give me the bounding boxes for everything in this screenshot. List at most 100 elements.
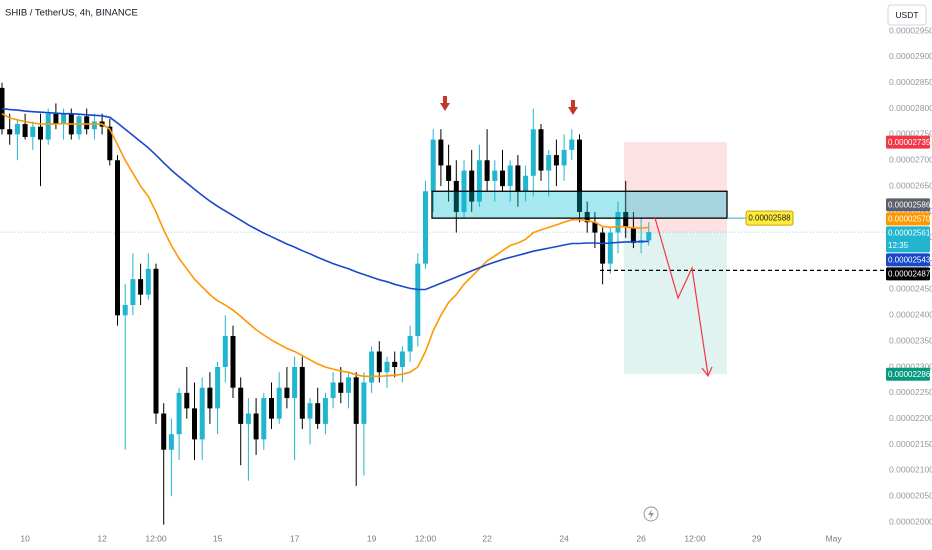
candle-body (615, 211, 621, 233)
candle-body (261, 398, 267, 440)
y-tick-label: 0.00002100 (889, 465, 932, 475)
x-tick-label: 12 (97, 533, 107, 543)
candle-body (76, 116, 82, 135)
candle-body (507, 165, 513, 187)
x-tick-label: 24 (559, 533, 569, 543)
y-tick-label: 0.00002750 (889, 129, 932, 139)
y-tick-label: 0.00002450 (889, 284, 932, 294)
x-tick-label: 15 (213, 533, 223, 543)
x-tick-label: May (826, 533, 843, 543)
symbol-title: SHIB / TetherUS, 4h, BINANCE (5, 8, 138, 19)
y-tick-label: 0.00002800 (889, 103, 932, 113)
price-tag (886, 367, 930, 381)
candle-body (446, 165, 452, 181)
x-tick-label: 19 (367, 533, 377, 543)
y-tick-label: 0.00002200 (889, 413, 932, 423)
x-tick-label: 17 (290, 533, 300, 543)
candle-body (38, 126, 43, 140)
alert-icon[interactable] (643, 506, 659, 522)
price-tag-label: 0.00002286 (888, 370, 931, 379)
candle-body (361, 382, 367, 424)
zone-tag (745, 210, 794, 226)
candle-body (538, 129, 544, 171)
x-tick-label: 12:00 (145, 533, 167, 543)
candle-body (569, 139, 575, 150)
y-tick-label: 0.00002000 (889, 516, 932, 526)
currency-button[interactable] (887, 4, 927, 26)
candle-body (384, 361, 390, 373)
candle-body (523, 175, 529, 192)
candle-body (115, 160, 120, 316)
candle-body (276, 387, 282, 419)
y-tick-label: 0.00002150 (889, 439, 932, 449)
candle-body (546, 155, 552, 171)
y-tick-label: 0.00002300 (889, 361, 932, 371)
price-tag (886, 267, 930, 281)
price-tag-countdown: 12:35 (888, 241, 909, 250)
candle-body (430, 139, 436, 192)
candle-body (584, 211, 590, 223)
candle-body (130, 279, 136, 305)
candle-body (7, 129, 13, 135)
price-axis: 0.00002000 0.00002050 0.00002100 0.00002150… (886, 25, 932, 526)
stop-zone (624, 142, 727, 233)
marker-arrow (440, 96, 450, 111)
candle-body (515, 165, 521, 192)
price-tag-label: 0.00002487 (888, 270, 931, 279)
x-tick-label: 22 (482, 533, 492, 543)
candle-body (238, 387, 244, 424)
y-tick-label: 0.00002900 (889, 51, 932, 61)
plot: 10 12 12:00 15 17 19 12:00 22 24 26 12:00 29 May 0.00… (0, 82, 886, 543)
projection-path (654, 217, 709, 376)
price-tag-label: 0.00002543 (888, 256, 931, 265)
candle-body (230, 335, 236, 388)
projection-arrowhead (701, 366, 713, 378)
candle-body (577, 139, 582, 212)
target-zone (624, 232, 727, 375)
x-tick-label: 12:00 (415, 533, 437, 543)
candle-body (346, 377, 351, 393)
y-tick-label: 0.00002350 (889, 335, 932, 345)
candle-body (299, 367, 305, 419)
y-tick-label: 0.00002250 (889, 387, 932, 397)
y-tick-label: 0.00002400 (889, 310, 932, 320)
price-tag (886, 198, 930, 212)
candle-body (307, 403, 313, 419)
candle-body (369, 351, 375, 383)
candle-body (392, 361, 398, 368)
price-tag-label: 0.00002570 (888, 215, 931, 224)
currency-label: USDT (895, 10, 918, 20)
candle-body (14, 124, 20, 135)
zone-box (431, 190, 728, 219)
candle-body (53, 113, 59, 125)
candle-body (353, 377, 359, 424)
x-tick-label: 10 (20, 533, 30, 543)
candle-body (530, 129, 536, 176)
price-tag (886, 226, 930, 253)
candle-body (253, 413, 259, 440)
y-tick-label: 0.00002050 (889, 490, 932, 500)
candle-body (122, 304, 128, 316)
candle-body (646, 232, 652, 241)
candle-body (492, 170, 498, 181)
zone-tag-label: 0.00002588 (748, 214, 791, 223)
candle-body (161, 413, 167, 450)
candle-body (284, 387, 290, 399)
candle-body (453, 180, 459, 212)
y-tick-label: 0.00002850 (889, 77, 932, 87)
candle-body (61, 113, 67, 125)
candle-body (476, 160, 482, 202)
candle-body (192, 408, 197, 440)
candle-body (292, 367, 298, 399)
candle-body (484, 160, 490, 181)
candle-body (500, 170, 505, 187)
candle-body (153, 268, 159, 414)
candle-body (438, 139, 444, 166)
candle-body (592, 222, 598, 233)
candle-body (269, 398, 274, 419)
candle-body (222, 335, 228, 368)
candle-body (184, 392, 190, 409)
price-tag (886, 135, 930, 149)
